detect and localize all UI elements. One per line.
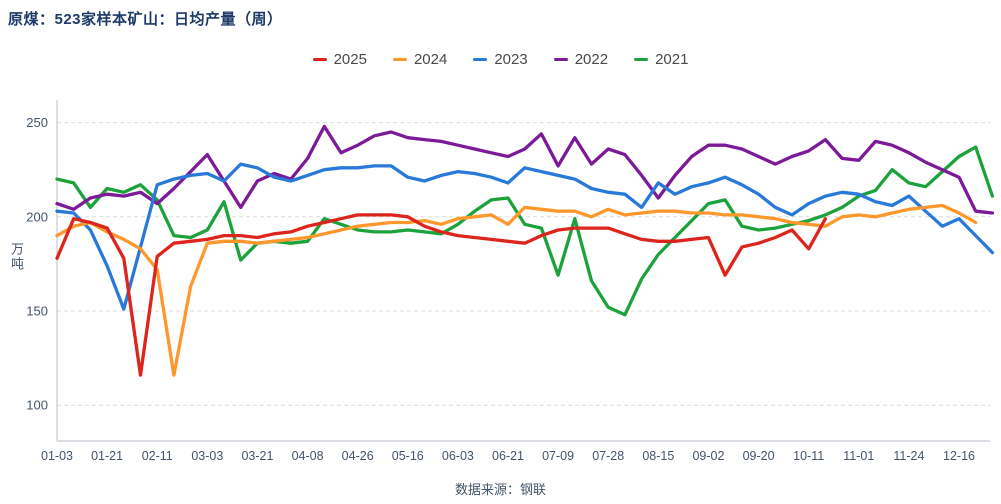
y-tick-label-100: 100 bbox=[26, 398, 48, 413]
y-tick-label-200: 200 bbox=[26, 209, 48, 224]
legend-marker-2025 bbox=[312, 57, 327, 61]
x-tick-label-04-08: 04-08 bbox=[292, 449, 324, 463]
legend-item-2023[interactable]: 2023 bbox=[473, 50, 528, 68]
legend-item-2022[interactable]: 2022 bbox=[553, 50, 609, 68]
x-tick-label-03-03: 03-03 bbox=[191, 449, 223, 463]
x-tick-label-09-02: 09-02 bbox=[692, 449, 724, 463]
x-tick-label-01-21: 01-21 bbox=[91, 449, 123, 463]
page-title: 原煤：523家样本矿山：日均产量（周） bbox=[8, 11, 283, 28]
legend: 2025 2024 2023 2022 2021 bbox=[0, 48, 1001, 70]
legend-label-2022: 2022 bbox=[574, 50, 609, 68]
x-tick-label-07-09: 07-09 bbox=[542, 449, 574, 463]
x-tick-label-11-01: 11-01 bbox=[843, 449, 874, 463]
legend-label-2024: 2024 bbox=[413, 50, 448, 68]
x-tick-label-06-03: 06-03 bbox=[442, 449, 474, 463]
legend-label-2023: 2023 bbox=[494, 50, 528, 68]
legend-item-2025[interactable]: 2025 bbox=[312, 50, 367, 68]
legend-marker-2022 bbox=[553, 57, 568, 61]
series-line-2024 bbox=[55, 203, 978, 377]
x-tick-label-11-24: 11-24 bbox=[893, 449, 924, 463]
legend-item-2021[interactable]: 2021 bbox=[634, 51, 688, 68]
x-tick-label-04-26: 04-26 bbox=[342, 449, 374, 463]
legend-marker-2023 bbox=[473, 57, 488, 61]
series-line-2021 bbox=[55, 145, 995, 317]
series-line-2022 bbox=[55, 124, 995, 215]
x-tick-label-10-11: 10-11 bbox=[793, 449, 824, 463]
x-tick-label-08-15: 08-15 bbox=[642, 449, 674, 463]
x-tick-label-03-21: 03-21 bbox=[241, 449, 273, 463]
y-tick-label-150: 150 bbox=[26, 304, 48, 319]
x-tick-label-07-28: 07-28 bbox=[592, 449, 624, 463]
legend-label-2025: 2025 bbox=[333, 50, 367, 68]
legend-marker-2021 bbox=[634, 57, 649, 61]
y-axis-unit-label: 万吨 bbox=[9, 242, 24, 272]
legend-marker-2024 bbox=[392, 57, 407, 61]
series-line-2025 bbox=[55, 213, 828, 377]
x-tick-label-09-20: 09-20 bbox=[743, 449, 775, 463]
y-tick-label-250: 250 bbox=[26, 115, 48, 130]
data-source-label: 数据来源：钢联 bbox=[454, 482, 546, 497]
x-tick-label-06-21: 06-21 bbox=[492, 449, 524, 463]
x-tick-label-02-11: 02-11 bbox=[142, 449, 173, 463]
x-tick-label-01-03: 01-03 bbox=[41, 449, 73, 463]
legend-label-2021: 2021 bbox=[655, 50, 689, 68]
series-line-2023 bbox=[55, 162, 995, 311]
x-tick-label-12-16: 12-16 bbox=[943, 449, 975, 463]
x-tick-label-05-16: 05-16 bbox=[392, 449, 424, 463]
legend-item-2024[interactable]: 2024 bbox=[392, 50, 448, 68]
